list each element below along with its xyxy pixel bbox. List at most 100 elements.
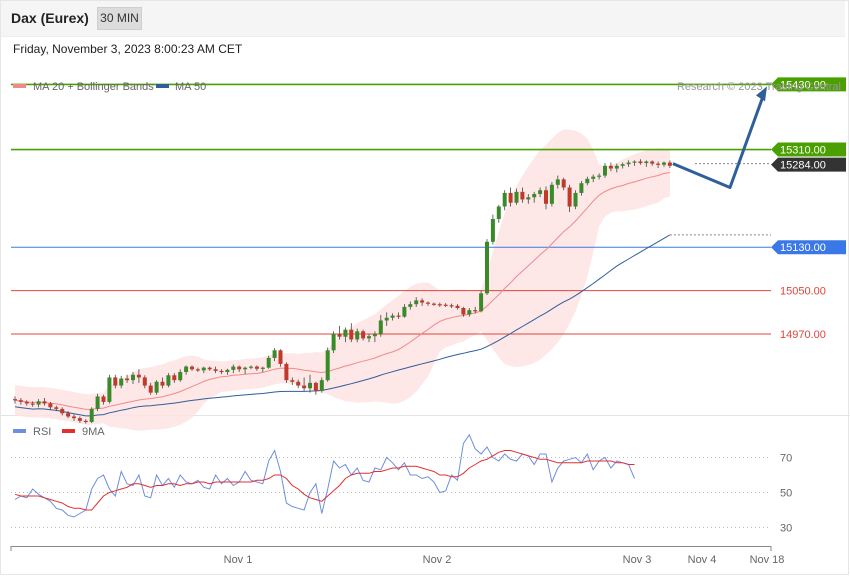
- candle-body: [237, 366, 242, 370]
- candle-body: [638, 161, 643, 164]
- candle-body: [160, 381, 165, 386]
- x-tick-label: Nov 18: [750, 554, 785, 566]
- candle-body: [626, 162, 631, 165]
- candle-body: [367, 336, 371, 339]
- candle-body: [662, 162, 666, 165]
- candle-body: [620, 164, 625, 166]
- candle-body: [591, 176, 596, 179]
- rsi-legend-swatch: [13, 429, 26, 433]
- candle-body: [119, 378, 124, 386]
- candle-body: [650, 161, 655, 164]
- candle-body: [520, 191, 525, 200]
- x-tick-label: Nov 2: [423, 554, 452, 566]
- candle-body: [408, 304, 413, 307]
- candle-body: [48, 403, 53, 408]
- candle-body: [597, 175, 602, 177]
- support-level-label: 14970.00: [780, 329, 826, 341]
- candle-body: [402, 306, 407, 317]
- candle-body: [567, 187, 572, 207]
- timeframe-button[interactable]: 30 MIN: [97, 7, 142, 30]
- candle-body: [125, 378, 130, 381]
- current-level-tag: [771, 157, 846, 172]
- resistance-level-label: 15310.00: [780, 145, 826, 157]
- candle-body: [290, 380, 295, 382]
- candle-body: [555, 179, 560, 185]
- candle-body: [608, 165, 613, 169]
- candle-body: [54, 407, 59, 409]
- candle-body: [343, 329, 348, 337]
- candle-body: [490, 218, 495, 242]
- rsi-ma-line: [14, 450, 635, 511]
- candle-body: [231, 366, 236, 370]
- ma50-line: [14, 234, 671, 417]
- candle-body: [479, 293, 484, 312]
- candle-body: [508, 192, 513, 203]
- research-credit: Research © 2023 Trading Central: [677, 81, 841, 93]
- resistance-level-tag: [771, 77, 846, 92]
- x-tick-label: Nov 4: [688, 554, 717, 566]
- ma50-legend-swatch: [156, 84, 169, 88]
- rsi-legend-label: RSI: [33, 426, 51, 438]
- instrument-title: Dax (Eurex): [11, 10, 89, 26]
- candle-body: [148, 385, 153, 393]
- candle-body: [72, 416, 76, 419]
- chart-datetime: Friday, November 3, 2023 8:00:23 AM CET: [13, 42, 243, 56]
- candle-body: [532, 194, 537, 198]
- candle-body: [101, 396, 106, 402]
- candle-body: [178, 372, 183, 381]
- candle-body: [154, 381, 159, 393]
- pivot-level-tag: [771, 240, 846, 255]
- projection-arrowhead: [756, 86, 767, 102]
- candle-body: [225, 369, 230, 373]
- candle-body: [632, 161, 637, 163]
- candle-body: [390, 315, 395, 318]
- candle-body: [113, 377, 118, 386]
- candle-body: [30, 403, 35, 405]
- candle-body: [18, 400, 23, 402]
- candle-body: [166, 375, 171, 386]
- candle-body: [355, 331, 360, 340]
- resistance-level-tag: [771, 142, 846, 157]
- x-tick-label: Nov 3: [623, 554, 652, 566]
- candle-body: [603, 165, 607, 176]
- candle-body: [266, 357, 271, 368]
- candle-body: [66, 413, 71, 417]
- candle-body: [254, 366, 259, 369]
- candle-body: [95, 396, 100, 409]
- rsi-tick-label: 30: [780, 523, 792, 535]
- rsi-ma-legend-swatch: [62, 429, 75, 433]
- candle-body: [644, 161, 649, 164]
- candle-body: [514, 191, 519, 203]
- rsi-tick-label: 70: [780, 453, 792, 465]
- candle-body: [614, 165, 619, 169]
- candle-body: [142, 377, 147, 386]
- resistance-level-label: 15430.00: [780, 79, 826, 91]
- candle-body: [313, 382, 318, 392]
- candle-body: [195, 369, 200, 371]
- candle-body: [60, 408, 65, 414]
- candle-body: [36, 401, 41, 405]
- candle-body: [337, 334, 342, 337]
- candle-body: [437, 304, 442, 306]
- candle-body: [260, 367, 265, 369]
- candle-body: [549, 184, 554, 204]
- candle-body: [308, 382, 312, 389]
- candle-body: [502, 192, 507, 207]
- candle-body: [396, 315, 401, 317]
- candle-body: [443, 304, 448, 306]
- candle-body: [467, 310, 472, 315]
- candle-body: [249, 366, 253, 368]
- candle-body: [349, 329, 354, 340]
- ma20-legend-label: MA 20 + Bollinger Bands: [33, 81, 154, 93]
- candle-body: [24, 401, 29, 404]
- candle-body: [207, 367, 212, 370]
- projection-arrow: [672, 95, 765, 190]
- support-level-label: 15050.00: [780, 286, 826, 298]
- candle-body: [361, 331, 366, 339]
- candle-body: [302, 385, 307, 389]
- candle-body: [473, 310, 478, 312]
- candle-body: [526, 197, 531, 200]
- candle-body: [107, 377, 112, 402]
- candle-body: [184, 366, 189, 373]
